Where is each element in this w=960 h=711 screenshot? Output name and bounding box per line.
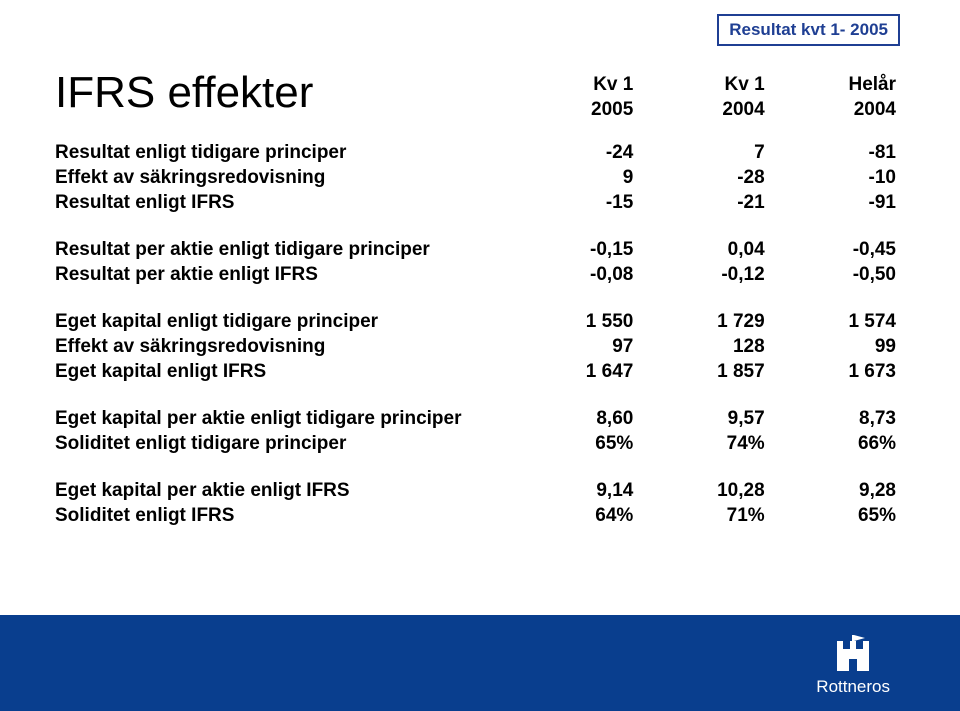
cell: 7 (647, 140, 778, 165)
data-table: Kv 1 Kv 1 Helår 2005 2004 2004 Resultat … (55, 72, 910, 528)
cell: 9,28 (779, 478, 910, 503)
cell: 1 673 (779, 359, 910, 384)
cell: 65% (779, 503, 910, 528)
slide: Resultat kvt 1- 2005 IFRS effekter Kv 1 … (0, 0, 960, 711)
row-label: Effekt av säkringsredovisning (55, 165, 517, 190)
col1-header-bot: 2005 (517, 97, 648, 122)
col3-header-top: Helår (779, 72, 910, 97)
row-label: Resultat enligt IFRS (55, 190, 517, 215)
cell: -0,08 (517, 262, 648, 287)
cell: 8,60 (517, 406, 648, 431)
cell: -28 (647, 165, 778, 190)
col2-header-bot: 2004 (647, 97, 778, 122)
table-header-row-2: 2005 2004 2004 (55, 97, 910, 122)
cell: 99 (779, 334, 910, 359)
cell: 9 (517, 165, 648, 190)
table-row: Resultat enligt tidigare principer -24 7… (55, 140, 910, 165)
cell: 9,14 (517, 478, 648, 503)
cell: 65% (517, 431, 648, 456)
row-label: Resultat enligt tidigare principer (55, 140, 517, 165)
cell: 1 729 (647, 309, 778, 334)
cell: 0,04 (647, 237, 778, 262)
row-label: Resultat per aktie enligt tidigare princ… (55, 237, 517, 262)
row-label: Eget kapital per aktie enligt tidigare p… (55, 406, 517, 431)
row-label: Soliditet enligt IFRS (55, 503, 517, 528)
col3-header-bot: 2004 (779, 97, 910, 122)
cell: 10,28 (647, 478, 778, 503)
castle-icon (831, 635, 875, 675)
table-row: Effekt av säkringsredovisning 9 -28 -10 (55, 165, 910, 190)
row-label: Eget kapital per aktie enligt IFRS (55, 478, 517, 503)
table-row: Resultat per aktie enligt IFRS -0,08 -0,… (55, 262, 910, 287)
cell: -0,50 (779, 262, 910, 287)
row-label: Eget kapital enligt tidigare principer (55, 309, 517, 334)
cell: 8,73 (779, 406, 910, 431)
cell: 71% (647, 503, 778, 528)
col1-header-top: Kv 1 (517, 72, 648, 97)
row-label: Soliditet enligt tidigare principer (55, 431, 517, 456)
cell: 9,57 (647, 406, 778, 431)
data-table-wrap: Kv 1 Kv 1 Helår 2005 2004 2004 Resultat … (55, 72, 910, 528)
table-row: Resultat enligt IFRS -15 -21 -91 (55, 190, 910, 215)
table-row: Effekt av säkringsredovisning 97 128 99 (55, 334, 910, 359)
table-row: Eget kapital per aktie enligt tidigare p… (55, 406, 910, 431)
cell: 1 647 (517, 359, 648, 384)
cell: 64% (517, 503, 648, 528)
cell: -10 (779, 165, 910, 190)
row-label: Eget kapital enligt IFRS (55, 359, 517, 384)
cell: -15 (517, 190, 648, 215)
cell: 74% (647, 431, 778, 456)
table-row: Eget kapital per aktie enligt IFRS 9,14 … (55, 478, 910, 503)
row-label: Effekt av säkringsredovisning (55, 334, 517, 359)
cell: 128 (647, 334, 778, 359)
cell: -0,12 (647, 262, 778, 287)
table-row: Resultat per aktie enligt tidigare princ… (55, 237, 910, 262)
logo: Rottneros (816, 635, 890, 697)
cell: 1 574 (779, 309, 910, 334)
cell: 1 550 (517, 309, 648, 334)
cell: 97 (517, 334, 648, 359)
cell: -81 (779, 140, 910, 165)
cell: -24 (517, 140, 648, 165)
row-label: Resultat per aktie enligt IFRS (55, 262, 517, 287)
table-row: Soliditet enligt tidigare principer 65% … (55, 431, 910, 456)
cell: -0,15 (517, 237, 648, 262)
cell: -21 (647, 190, 778, 215)
cell: 1 857 (647, 359, 778, 384)
table-row: Eget kapital enligt IFRS 1 647 1 857 1 6… (55, 359, 910, 384)
cell: -0,45 (779, 237, 910, 262)
corner-tag: Resultat kvt 1- 2005 (717, 14, 900, 46)
logo-text: Rottneros (816, 677, 890, 697)
cell: -91 (779, 190, 910, 215)
table-header-row-1: Kv 1 Kv 1 Helår (55, 72, 910, 97)
table-row: Eget kapital enligt tidigare principer 1… (55, 309, 910, 334)
table-row: Soliditet enligt IFRS 64% 71% 65% (55, 503, 910, 528)
cell: 66% (779, 431, 910, 456)
col2-header-top: Kv 1 (647, 72, 778, 97)
